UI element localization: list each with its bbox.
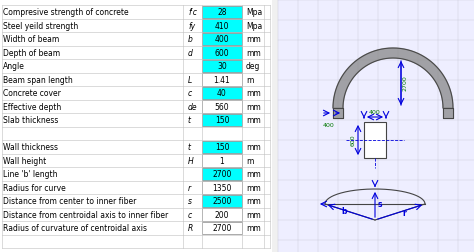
Text: 28: 28 bbox=[217, 8, 227, 17]
Text: m: m bbox=[246, 76, 254, 85]
Polygon shape bbox=[333, 108, 343, 118]
Text: Distance from centroidal axis to inner fiber: Distance from centroidal axis to inner f… bbox=[3, 211, 168, 220]
Bar bbox=[202, 19, 242, 32]
Text: 150: 150 bbox=[215, 116, 229, 125]
Text: Radius of curvature of centroidal axis: Radius of curvature of centroidal axis bbox=[3, 224, 147, 233]
Text: mm: mm bbox=[246, 184, 261, 193]
Text: Radius for curve: Radius for curve bbox=[3, 184, 66, 193]
Text: 400: 400 bbox=[215, 35, 229, 44]
Text: Mpa: Mpa bbox=[246, 22, 262, 31]
Bar bbox=[202, 181, 242, 194]
Text: 200: 200 bbox=[215, 211, 229, 220]
Text: 400: 400 bbox=[369, 110, 381, 115]
Text: mm: mm bbox=[246, 103, 261, 112]
Bar bbox=[202, 154, 242, 167]
Text: Beam span length: Beam span length bbox=[3, 76, 73, 85]
Text: Slab thickness: Slab thickness bbox=[3, 116, 58, 125]
Bar bbox=[202, 73, 242, 85]
Bar bbox=[202, 46, 242, 58]
Text: b: b bbox=[188, 35, 193, 44]
Text: Wall thickness: Wall thickness bbox=[3, 143, 58, 152]
Text: 150: 150 bbox=[215, 143, 229, 152]
Text: fy: fy bbox=[188, 22, 195, 31]
Bar bbox=[202, 141, 242, 153]
Text: Concrete cover: Concrete cover bbox=[3, 89, 61, 98]
Text: mm: mm bbox=[246, 211, 261, 220]
Text: mm: mm bbox=[246, 197, 261, 206]
Bar bbox=[364, 122, 386, 158]
Text: mm: mm bbox=[246, 89, 261, 98]
Text: mm: mm bbox=[246, 116, 261, 125]
Bar bbox=[202, 33, 242, 45]
Bar bbox=[202, 86, 242, 99]
Bar bbox=[202, 113, 242, 126]
Text: Effective depth: Effective depth bbox=[3, 103, 61, 112]
Text: 40: 40 bbox=[217, 89, 227, 98]
Text: mm: mm bbox=[246, 49, 261, 58]
Text: b: b bbox=[341, 206, 347, 215]
Polygon shape bbox=[443, 108, 453, 118]
Bar bbox=[202, 168, 242, 180]
Text: Steel yeild strength: Steel yeild strength bbox=[3, 22, 78, 31]
Text: 1: 1 bbox=[219, 157, 224, 166]
Polygon shape bbox=[333, 48, 453, 108]
Text: c: c bbox=[188, 89, 192, 98]
Text: Depth of beam: Depth of beam bbox=[3, 49, 60, 58]
Text: 30: 30 bbox=[217, 62, 227, 71]
Text: m: m bbox=[246, 157, 254, 166]
Bar bbox=[0, 0, 272, 252]
Text: f'c: f'c bbox=[188, 8, 197, 17]
Text: 2700: 2700 bbox=[212, 224, 232, 233]
Text: de: de bbox=[188, 103, 198, 112]
Text: d: d bbox=[188, 49, 193, 58]
Text: Width of beam: Width of beam bbox=[3, 35, 59, 44]
Text: deg: deg bbox=[246, 62, 260, 71]
Text: 600: 600 bbox=[215, 49, 229, 58]
Text: t: t bbox=[188, 116, 191, 125]
Bar bbox=[202, 195, 242, 207]
Text: 2700: 2700 bbox=[403, 75, 408, 91]
Text: 400: 400 bbox=[323, 123, 335, 128]
Text: Wall height: Wall height bbox=[3, 157, 46, 166]
Text: mm: mm bbox=[246, 143, 261, 152]
Bar bbox=[202, 59, 242, 72]
Bar bbox=[202, 208, 242, 220]
Text: H: H bbox=[188, 157, 194, 166]
Text: t: t bbox=[188, 143, 191, 152]
Text: 1350: 1350 bbox=[212, 184, 232, 193]
Text: 2500: 2500 bbox=[212, 197, 232, 206]
Bar bbox=[278, 0, 474, 252]
Text: 2700: 2700 bbox=[212, 170, 232, 179]
Text: mm: mm bbox=[246, 35, 261, 44]
Text: Distance from center to inner fiber: Distance from center to inner fiber bbox=[3, 197, 137, 206]
Text: r: r bbox=[402, 208, 406, 217]
Text: Mpa: Mpa bbox=[246, 8, 262, 17]
Text: R: R bbox=[188, 224, 193, 233]
Text: s: s bbox=[188, 197, 192, 206]
Text: Compresive strength of concrete: Compresive strength of concrete bbox=[3, 8, 128, 17]
Bar bbox=[202, 222, 242, 234]
Bar bbox=[202, 6, 242, 18]
Text: 560: 560 bbox=[215, 103, 229, 112]
Text: 600: 600 bbox=[351, 134, 356, 146]
Text: 1.41: 1.41 bbox=[214, 76, 230, 85]
Text: L: L bbox=[188, 76, 192, 85]
Text: mm: mm bbox=[246, 224, 261, 233]
Bar bbox=[202, 100, 242, 112]
Text: 410: 410 bbox=[215, 22, 229, 31]
Text: mm: mm bbox=[246, 170, 261, 179]
Text: Line 'b' length: Line 'b' length bbox=[3, 170, 57, 179]
Text: s: s bbox=[378, 200, 383, 209]
Text: r: r bbox=[188, 184, 191, 193]
Text: Angle: Angle bbox=[3, 62, 25, 71]
Text: c: c bbox=[188, 211, 192, 220]
